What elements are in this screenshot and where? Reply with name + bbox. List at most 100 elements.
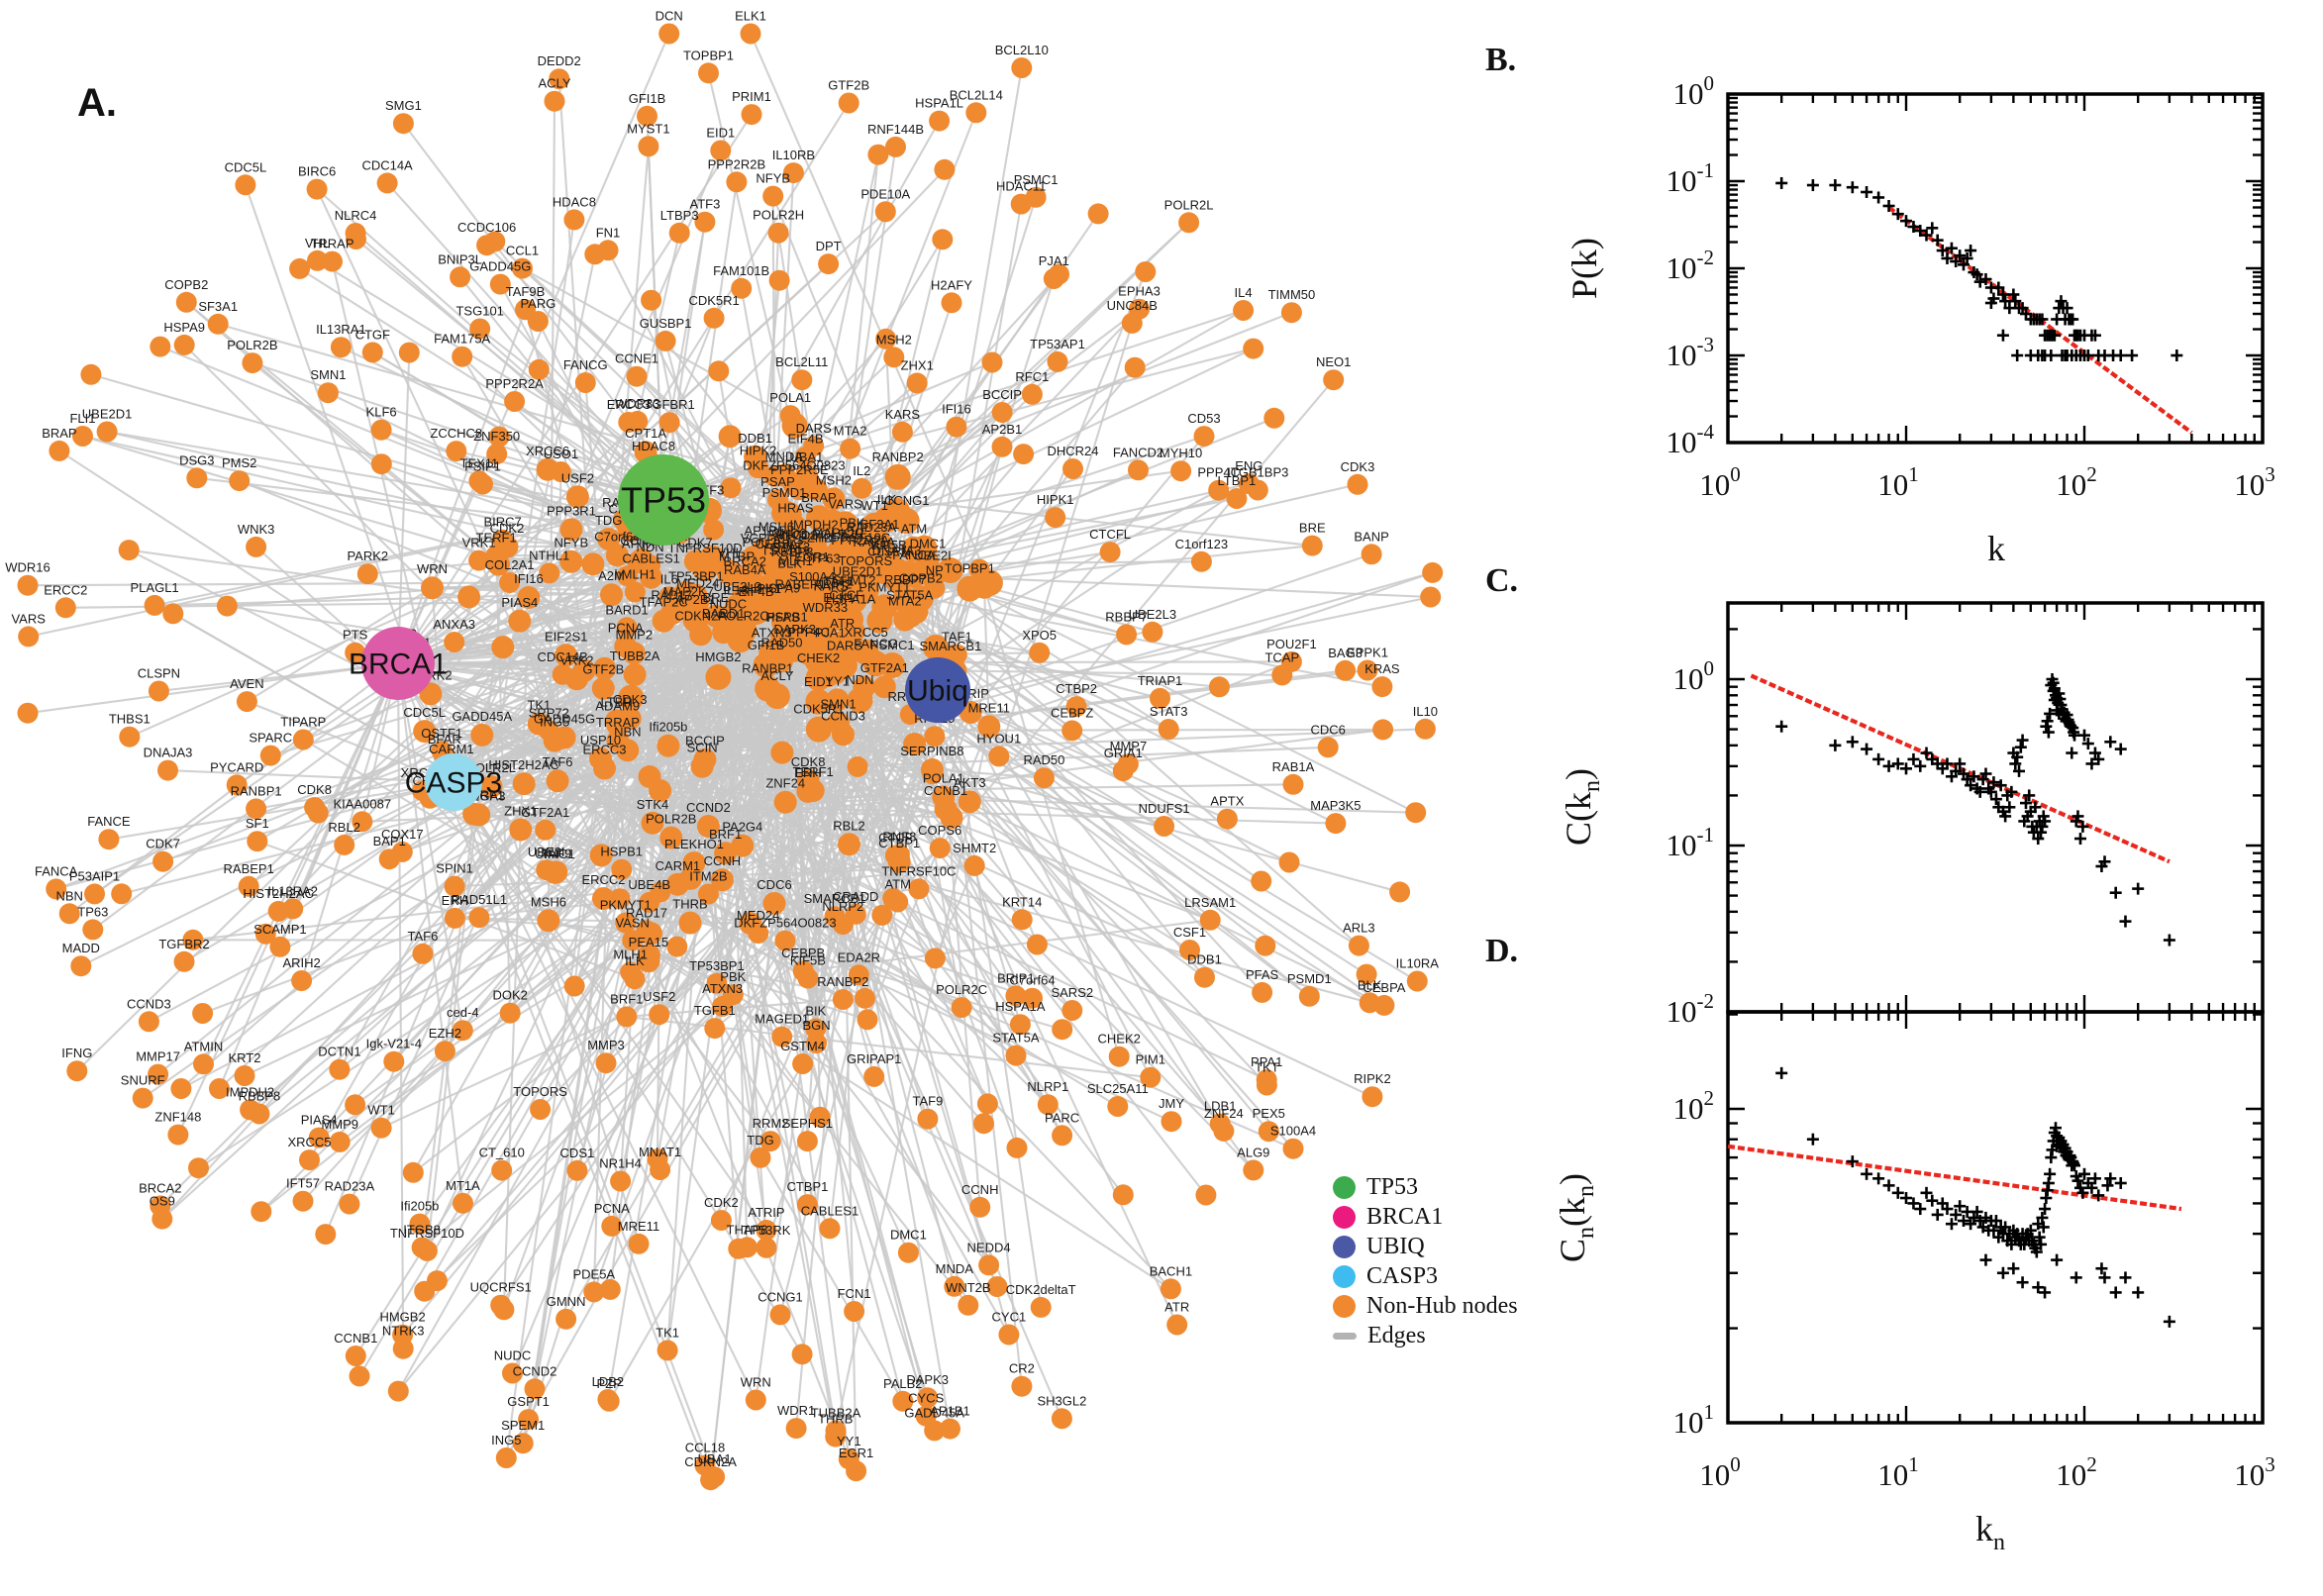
non-hub-node [706, 972, 728, 994]
non-hub-node [622, 930, 644, 951]
node-label: CTCFL [1089, 527, 1131, 542]
node-label: ZNF350 [473, 429, 520, 444]
node-label: HDAC8 [553, 194, 596, 209]
non-hub-node [487, 552, 510, 576]
non-hub-node [929, 838, 951, 859]
non-hub-node [192, 1003, 214, 1024]
node-label: ERCC2 [44, 582, 87, 597]
edge [246, 586, 434, 703]
non-hub-node [549, 68, 570, 90]
non-hub-node [1263, 407, 1285, 429]
node-label: TGFB1 [694, 1003, 736, 1018]
node-label: UQCRFS1 [470, 1280, 532, 1295]
node-label: CCL1 [506, 244, 539, 258]
non-hub-node [638, 136, 659, 157]
non-hub-node [508, 609, 532, 633]
non-hub-node [1154, 816, 1175, 837]
non-hub-node [387, 1380, 409, 1402]
non-hub-node [1208, 479, 1230, 501]
node-label: PMS2 [222, 455, 256, 470]
non-hub-node [1116, 624, 1138, 646]
edge [423, 993, 735, 1292]
non-hub-node [908, 878, 930, 900]
non-hub-node [308, 1127, 330, 1148]
node-label: OSTF1 [421, 726, 462, 741]
non-hub-node [563, 975, 585, 997]
node-label: THBS1 [109, 712, 151, 727]
non-hub-node [583, 1281, 605, 1303]
node-label: USF2 [643, 989, 675, 1004]
node-label: CDS1 [560, 1146, 595, 1160]
non-hub-node [1029, 642, 1051, 663]
node-label: STAT5A [992, 1031, 1040, 1046]
legend-label: CASP3 [1366, 1262, 1439, 1289]
x-axis-title: k [1987, 529, 2005, 568]
node-label: P53AIP1 [69, 868, 120, 883]
non-hub-node [1026, 934, 1048, 955]
node-label: CCNG1 [758, 1289, 803, 1304]
non-hub-node [1142, 621, 1163, 643]
non-hub-node [1065, 696, 1087, 718]
non-hub-node [971, 572, 997, 599]
non-hub-node [756, 1237, 777, 1258]
fit-line [1727, 1144, 2182, 1212]
edge [554, 670, 586, 873]
non-hub-node [740, 23, 761, 45]
non-hub-node [450, 266, 471, 288]
node-label: WRN [741, 1375, 771, 1390]
node-label: IL10RB [772, 148, 815, 162]
node-label: TOPORS [513, 1084, 567, 1099]
node-label: EIF4B [787, 432, 823, 447]
non-hub-node [1226, 488, 1248, 509]
non-hub-node [737, 1237, 758, 1258]
non-hub-node [444, 632, 465, 652]
non-hub-node [254, 923, 276, 945]
non-hub-node [246, 798, 267, 820]
non-hub-node [597, 240, 619, 261]
node-label: FAM175A [434, 332, 490, 347]
node-label: BRE [1299, 521, 1326, 536]
node-label: CYCS [908, 1391, 944, 1406]
edge [884, 339, 899, 581]
non-hub-node [468, 549, 490, 571]
non-hub-node [1011, 1375, 1033, 1397]
node-label: PIAS4 [501, 595, 538, 610]
node-label: MSH6 [531, 894, 566, 909]
edge [888, 482, 1250, 567]
non-hub-node [838, 833, 860, 856]
edge [780, 660, 866, 999]
non-hub-node [18, 626, 40, 648]
non-hub-node [1359, 992, 1380, 1014]
node-label: DNAJA3 [144, 746, 193, 760]
node-label: MRE11 [968, 700, 1010, 715]
node-label: CCND2 [686, 800, 731, 815]
non-hub-node [1190, 550, 1212, 572]
node-label: TP53AP1 [1030, 337, 1085, 351]
x-tick-label: 103 [2234, 1452, 2275, 1492]
non-hub-node [70, 955, 92, 977]
node-label: WDR1 [777, 1403, 815, 1418]
edge [857, 765, 947, 811]
non-hub-node [175, 291, 197, 313]
node-label: HSPA9 [759, 580, 801, 595]
non-hub-node [924, 948, 946, 969]
non-hub-node [1011, 909, 1033, 931]
non-hub-node [917, 1108, 939, 1130]
node-label: TK1 [527, 698, 551, 713]
edge [176, 662, 399, 1136]
legend-row-casp3: CASP3 [1333, 1261, 1518, 1291]
node-label: NTRK3 [382, 1324, 425, 1339]
non-hub-node [361, 342, 383, 363]
non-hub-node [307, 249, 328, 271]
non-hub-node [745, 1389, 766, 1411]
node-label: CDK2 [490, 521, 525, 536]
node-label: PLAGL1 [131, 580, 179, 595]
non-hub-node [392, 113, 414, 135]
non-hub-node [581, 552, 605, 576]
non-hub-node [771, 1026, 793, 1047]
node-label: CCL18 [685, 1441, 725, 1455]
node-label: MYST1 [627, 121, 669, 136]
non-hub-node [1178, 212, 1200, 234]
node-label: LDB2 [592, 1374, 625, 1389]
non-hub-node [844, 1301, 865, 1322]
